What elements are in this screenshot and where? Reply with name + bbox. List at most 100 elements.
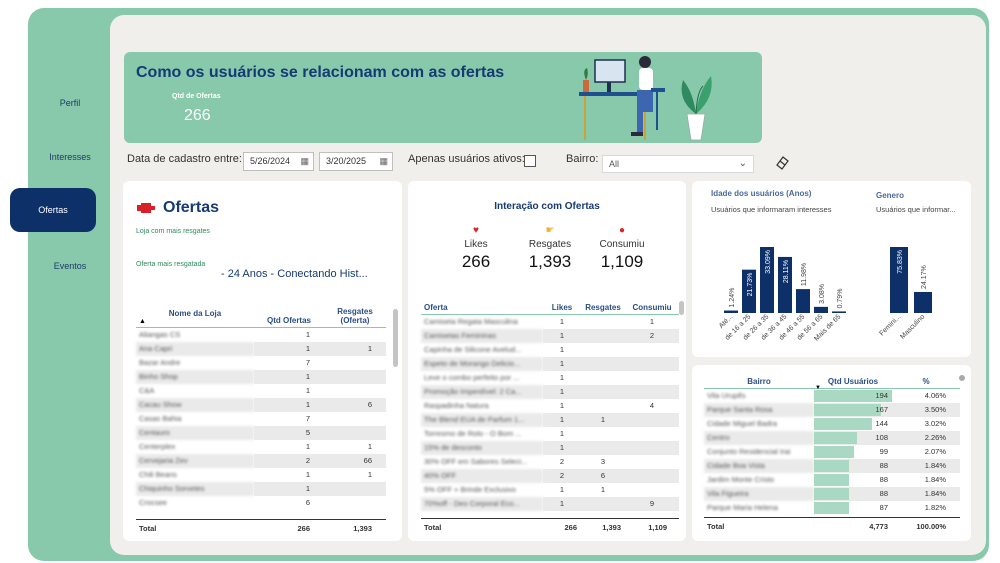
- table-row[interactable]: 5% OFF + Brinde Exclusivo 1 1: [421, 483, 679, 497]
- col-bairro[interactable]: Bairro: [704, 375, 814, 389]
- cell-likes: 1: [559, 345, 565, 354]
- table-row[interactable]: 15% de desconto 1: [421, 440, 679, 455]
- cell-oferta: Promoção Imperdível: 2 Ca...: [421, 384, 543, 399]
- idade-title: Idade dos usuários (Anos): [711, 189, 812, 198]
- table-row[interactable]: Aliangas CS 1: [136, 328, 386, 342]
- heart-icon: ♥: [473, 225, 479, 236]
- bairro-select[interactable]: All ⌄: [602, 155, 754, 173]
- data-label: 21.73%: [747, 273, 754, 297]
- table-row[interactable]: Bazar Andre 7: [136, 356, 386, 370]
- col-consumiu[interactable]: Consumiu: [625, 301, 679, 315]
- clear-filters-icon[interactable]: [774, 154, 790, 170]
- chart-bar[interactable]: [742, 269, 756, 313]
- table-row[interactable]: Ana Capri 1 1: [136, 341, 386, 356]
- data-label: 24.17%: [921, 265, 928, 289]
- active-users-label: Apenas usuários ativos:: [408, 153, 525, 165]
- table-row[interactable]: Binho Shop 1: [136, 369, 386, 384]
- table-row[interactable]: Espeto de Morango Delicio... 1: [421, 356, 679, 371]
- table-row[interactable]: Torresmo de Rolo - O Bom ... 1: [421, 427, 679, 441]
- cell-qtd-ofertas: 1: [254, 341, 324, 356]
- active-users-checkbox[interactable]: [524, 155, 536, 167]
- table-row[interactable]: The Blend EUA de Parfum 1... 1 1: [421, 412, 679, 427]
- date-start-input[interactable]: 5/26/2024 ▦: [243, 152, 314, 171]
- data-label: 0.79%: [837, 289, 844, 309]
- table-row[interactable]: Camisetas Femininas 1 2: [421, 328, 679, 343]
- chart-bar[interactable]: [760, 247, 774, 313]
- table-row[interactable]: Cidade Miguel Badra 144 3.02%: [704, 417, 960, 431]
- date-end-input[interactable]: 3/20/2025 ▦: [319, 152, 393, 171]
- cell-qtd-usuarios: 144: [814, 417, 892, 431]
- cell-resgates: 66: [324, 453, 386, 468]
- cell-oferta: Espeto de Morango Delicio...: [421, 356, 543, 371]
- col-percent[interactable]: %: [892, 375, 960, 389]
- pin-icon: ●: [618, 225, 626, 236]
- col-qtd-usuarios[interactable]: Qtd Usuários: [814, 375, 892, 389]
- table-row[interactable]: Cervejaria Zev 2 66: [136, 453, 386, 468]
- chart-bar[interactable]: [832, 311, 846, 313]
- table-row[interactable]: 40% OFF 2 6: [421, 468, 679, 483]
- lojas-scrollbar[interactable]: [393, 309, 398, 367]
- total-consumiu: 1,109: [625, 518, 679, 537]
- col-oferta[interactable]: Oferta: [421, 301, 543, 315]
- table-row[interactable]: Cacau Show 1 6: [136, 397, 386, 412]
- col-resgates[interactable]: Resgates (Oferta): [324, 305, 386, 328]
- chart-bar[interactable]: [914, 291, 932, 313]
- scroll-dot[interactable]: [959, 375, 965, 381]
- qtd-value: 167: [875, 405, 888, 414]
- table-row[interactable]: Centauro 5: [136, 425, 386, 440]
- table-row[interactable]: 70%off - Deo Corporal Eco... 1 9: [421, 496, 679, 511]
- cell-resgates: [581, 328, 625, 343]
- cell-consumiu: [625, 483, 679, 497]
- table-row[interactable]: 30% OFF em Sabores Seleci... 2 3: [421, 455, 679, 469]
- cell-qtd-ofertas: 6: [305, 498, 310, 507]
- cell-loja: Cacau Show: [136, 397, 254, 412]
- interacao-scrollbar[interactable]: [679, 301, 684, 315]
- nav-interesses[interactable]: Interesses: [49, 152, 91, 162]
- table-row[interactable]: Vila Urupês 194 4.06%: [704, 389, 960, 403]
- cell-loja: Centerplex: [139, 442, 176, 451]
- total-qtd-ofertas: 266: [254, 519, 324, 538]
- col-qtd-ofertas[interactable]: Qtd Ofertas: [254, 305, 324, 328]
- kpi-value: 1,393: [528, 252, 572, 271]
- table-row[interactable]: Casas Bahia 7: [136, 412, 386, 426]
- table-row[interactable]: Centerplex 1 1: [136, 440, 386, 454]
- table-row[interactable]: Camiseta Regata Masculina 1 1: [421, 315, 679, 329]
- chart-bar[interactable]: [778, 256, 792, 313]
- table-row[interactable]: Conjunto Residencial Irai 99 2.07%: [704, 445, 960, 459]
- col-nome-loja[interactable]: Nome da Loja ▲: [136, 305, 254, 328]
- nav-perfil[interactable]: Perfil: [59, 98, 81, 108]
- table-row[interactable]: Parque Santa Rosa 167 3.50%: [704, 402, 960, 417]
- chart-bar[interactable]: [814, 306, 828, 313]
- table-row[interactable]: C&A 1: [136, 384, 386, 398]
- cell-resgates: [581, 371, 625, 385]
- table-row[interactable]: Centro 108 2.26%: [704, 430, 960, 445]
- cell-likes: 1: [543, 328, 581, 343]
- nav-ofertas[interactable]: Ofertas: [10, 188, 96, 232]
- cell-loja: Binho Shop: [136, 369, 254, 384]
- table-row[interactable]: Parque Maria Helena 87 1.82%: [704, 501, 960, 515]
- qtd-value: 88: [879, 475, 888, 484]
- ofertas-card: Ofertas Loja com mais resgates Oferta ma…: [123, 181, 402, 541]
- table-row[interactable]: Raspadinha Natura 1 4: [421, 399, 679, 413]
- cell-consumiu: [625, 455, 679, 469]
- cell-loja: Bazar Andre: [139, 358, 181, 367]
- table-row[interactable]: Vila Figueira 88 1.84%: [704, 486, 960, 501]
- chart-bar[interactable]: [796, 289, 810, 313]
- table-row[interactable]: Jardim Monte Cristo 88 1.84%: [704, 473, 960, 487]
- table-row[interactable]: Cidade Boa Vista 88 1.84%: [704, 458, 960, 473]
- cell-bairro: Jardim Monte Cristo: [707, 475, 775, 484]
- cell-qtd-ofertas: 1: [305, 442, 310, 451]
- nav-eventos[interactable]: Eventos: [53, 261, 87, 271]
- chart-bar[interactable]: [890, 247, 908, 313]
- col-resgates[interactable]: Resgates: [581, 301, 625, 315]
- category-label: Masculino: [899, 313, 926, 340]
- table-row[interactable]: Crocsee 6: [136, 496, 386, 510]
- table-row[interactable]: Capinha de Silicone Avelud... 1: [421, 343, 679, 357]
- table-row[interactable]: Leve o combo perfeito por ... 1: [421, 371, 679, 385]
- table-row[interactable]: Chili Beans 1 1: [136, 468, 386, 482]
- col-likes[interactable]: Likes: [543, 301, 581, 315]
- table-row[interactable]: Chiquinho Sorvetes 1: [136, 481, 386, 496]
- chart-bar[interactable]: [724, 310, 738, 313]
- table-row[interactable]: Promoção Imperdível: 2 Ca... 1: [421, 384, 679, 399]
- cell-resgates: [581, 315, 625, 329]
